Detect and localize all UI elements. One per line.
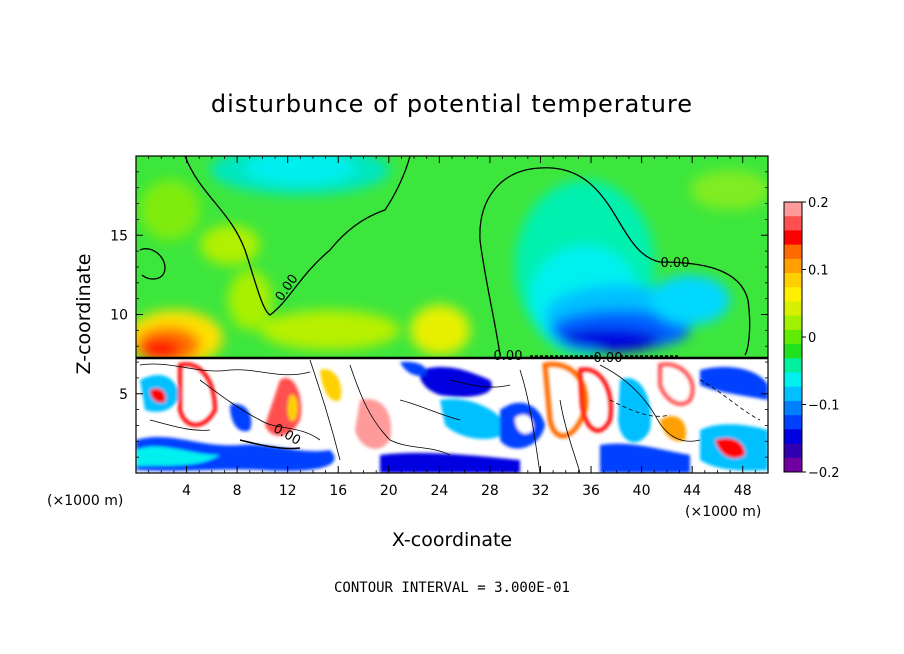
colorbar-swatch bbox=[784, 329, 802, 345]
plot-area bbox=[136, 156, 768, 473]
x-unit-label-right: (×1000 m) bbox=[685, 504, 761, 520]
colorbar-swatch bbox=[784, 315, 802, 331]
upper-field-anomalies bbox=[136, 156, 768, 366]
lower-contours bbox=[139, 359, 761, 473]
x-axis-ticks: 4 8 12 16 20 24 28 32 36 40 44 48 bbox=[148, 156, 756, 499]
x-tick-label: 24 bbox=[430, 483, 448, 499]
x-tick-label: 40 bbox=[633, 483, 651, 499]
colorbar-swatch bbox=[784, 443, 802, 459]
x-tick-label: 4 bbox=[182, 483, 191, 499]
x-tick-label: 44 bbox=[683, 483, 701, 499]
x-tick-label: 8 bbox=[233, 483, 242, 499]
x-tick-label: 28 bbox=[481, 483, 499, 499]
colorbar-swatch bbox=[784, 358, 802, 374]
x-tick-label: 12 bbox=[279, 483, 297, 499]
contour-label: 0.00 bbox=[661, 256, 690, 271]
colorbar-swatch bbox=[784, 400, 802, 416]
upper-contour-small bbox=[139, 248, 166, 280]
x-tick-label: 36 bbox=[582, 483, 600, 499]
upper-contour-right bbox=[479, 167, 751, 356]
colorbar-tick-label: 0.1 bbox=[808, 264, 829, 279]
x-tick-label: 16 bbox=[329, 483, 347, 499]
contour-label: 0.00 bbox=[494, 349, 523, 364]
colorbar-tick-label: 0 bbox=[808, 331, 816, 346]
lower-field-structures bbox=[136, 361, 768, 473]
contour-interval-text: CONTOUR INTERVAL = 3.000E-01 bbox=[334, 580, 570, 596]
colorbar-swatch bbox=[784, 287, 802, 302]
y-axis-label: Z-coordinate bbox=[73, 254, 95, 375]
upper-contour-left bbox=[184, 156, 411, 316]
colorbar-tick-label: −0.1 bbox=[808, 399, 840, 414]
y-tick-label: 5 bbox=[119, 387, 128, 403]
colorbar-ticks: 0.2 0.1 0 −0.1 −0.2 bbox=[802, 196, 840, 481]
y-tick-label: 10 bbox=[110, 308, 128, 324]
colorbar-tick-label: 0.2 bbox=[808, 196, 829, 211]
colorbar-swatch bbox=[784, 230, 802, 246]
x-axis-label: X-coordinate bbox=[392, 529, 512, 551]
colorbar-swatch bbox=[784, 429, 802, 445]
x-unit-label-left: (×1000 m) bbox=[47, 493, 123, 509]
colorbar-swatch bbox=[784, 244, 802, 260]
colorbar-swatch bbox=[784, 344, 802, 359]
colorbar-swatch bbox=[784, 457, 802, 473]
x-tick-label: 32 bbox=[532, 483, 550, 499]
colorbar-swatch bbox=[784, 301, 802, 317]
colorbar-swatch bbox=[784, 216, 802, 231]
y-axis-ticks: 5 10 15 bbox=[110, 171, 768, 458]
x-tick-label: 48 bbox=[734, 483, 752, 499]
colorbar bbox=[783, 201, 803, 473]
colorbar-swatch bbox=[784, 258, 802, 274]
colorbar-swatch bbox=[784, 372, 802, 388]
colorbar-swatch bbox=[784, 386, 802, 402]
colorbar-swatch bbox=[784, 415, 802, 430]
colorbar-swatch bbox=[784, 273, 802, 288]
chart-title: disturbunce of potential temperature bbox=[211, 90, 693, 118]
x-tick-label: 20 bbox=[380, 483, 398, 499]
colorbar-swatch bbox=[784, 202, 802, 217]
y-tick-label: 15 bbox=[110, 228, 128, 244]
contour-label: 0.00 bbox=[594, 351, 623, 366]
colorbar-tick-label: −0.2 bbox=[808, 466, 840, 481]
